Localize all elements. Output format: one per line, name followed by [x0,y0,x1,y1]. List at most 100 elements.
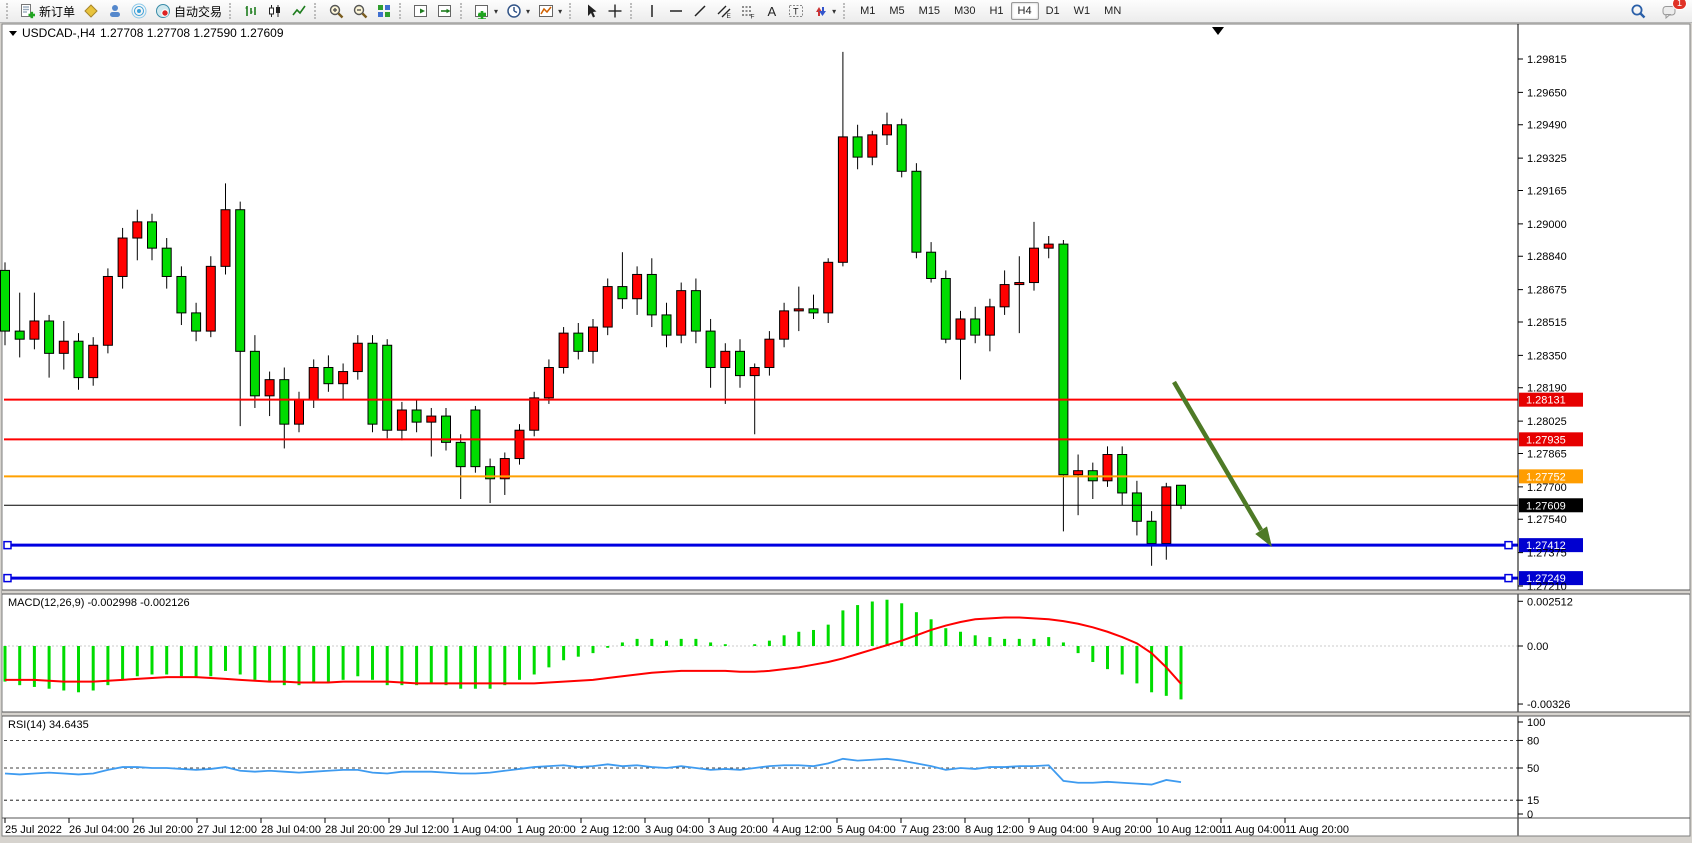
community-icon [107,3,123,19]
templates-button[interactable]: ▾ [534,0,566,22]
svg-text:-0.00326: -0.00326 [1527,699,1570,711]
svg-text:1.29325: 1.29325 [1527,153,1567,165]
community-button[interactable] [103,0,127,22]
svg-text:8 Aug 12:00: 8 Aug 12:00 [965,824,1024,836]
zoom-in-button[interactable] [324,0,348,22]
chart-shift-marker-icon[interactable] [1212,27,1224,35]
svg-text:100: 100 [1527,717,1545,729]
svg-text:25 Jul 2022: 25 Jul 2022 [5,824,62,836]
horizontal-line-button[interactable] [664,0,688,22]
svg-text:9 Aug 04:00: 9 Aug 04:00 [1029,824,1088,836]
svg-text:1.29000: 1.29000 [1527,219,1567,231]
timeframe-m5[interactable]: M5 [889,5,905,17]
auto-scroll-icon [413,3,429,19]
svg-text:26 Jul 04:00: 26 Jul 04:00 [69,824,129,836]
timeframe-d1[interactable]: D1 [1045,5,1060,17]
macd-axis: 0.002512 0.00 -0.00326 [1518,596,1573,711]
svg-text:1.27375: 1.27375 [1527,548,1567,560]
line-chart-button[interactable] [287,0,311,22]
toolbar-grip[interactable] [843,3,850,19]
auto-trade-button[interactable]: 自动交易 [151,0,226,22]
chevron-down-icon: ▾ [494,6,499,16]
svg-text:F: F [751,14,755,20]
timeframe-w1[interactable]: W1 [1073,5,1091,17]
svg-text:15: 15 [1527,795,1539,807]
svg-text:1.27249: 1.27249 [1526,573,1566,585]
timeframe-mn[interactable]: MN [1104,5,1122,17]
bar-chart-icon [243,3,259,19]
svg-text:A: A [768,4,777,19]
toolbar-grip[interactable] [229,3,236,19]
main-toolbar: 新订单 自动交易 ▾ ▾ ▾ E F A T ▾ [0,0,1692,23]
svg-text:1.28515: 1.28515 [1527,317,1567,329]
candlestick-icon [267,3,283,19]
periods-button[interactable]: ▾ [502,0,534,22]
trendline-icon [692,3,708,19]
hline-handle[interactable] [3,540,12,550]
toolbar-grip[interactable] [314,3,321,19]
chevron-down-icon: ▾ [832,6,837,16]
sell-arrow-annotation[interactable] [1172,380,1272,547]
new-order-button[interactable]: 新订单 [16,0,79,22]
timeframe-m15[interactable]: M15 [918,5,941,17]
trendline-button[interactable] [688,0,712,22]
crosshair-icon [607,3,623,19]
gold-button[interactable] [79,0,103,22]
chart-shift-button[interactable] [433,0,457,22]
hline-handle[interactable] [1504,540,1513,550]
fibonacci-icon: F [740,3,756,19]
text-button[interactable]: A [760,0,784,22]
timeframe-m1[interactable]: M1 [860,5,876,17]
hline-handle[interactable] [1504,573,1513,583]
toolbar-grip[interactable] [569,3,576,19]
text-label-button[interactable]: T [784,0,808,22]
candlestick-series [0,51,1186,566]
price-badge: 1.27935 [1519,432,1583,447]
svg-text:80: 80 [1527,735,1539,747]
svg-text:50: 50 [1527,763,1539,775]
symbol-period-label: USDCAD-,H4 [22,26,96,40]
svg-text:1.27865: 1.27865 [1527,448,1567,460]
channel-button[interactable]: E [712,0,736,22]
toolbar-grip[interactable] [6,3,13,19]
toolbar-grip[interactable] [399,3,406,19]
tile-windows-button[interactable] [372,0,396,22]
hline-handle[interactable] [3,573,12,583]
line-chart-icon [291,3,307,19]
chat-button[interactable]: 1 [1658,0,1687,22]
text-icon: A [764,3,780,19]
signal-button[interactable] [127,0,151,22]
cursor-button[interactable] [579,0,603,22]
price-badge: 1.27249 [1519,571,1583,586]
price-badge: 1.28131 [1519,392,1583,407]
arrows-button[interactable]: ▾ [808,0,840,22]
svg-text:11 Aug 20:00: 11 Aug 20:00 [1285,824,1349,836]
zoom-out-button[interactable] [348,0,372,22]
tile-windows-icon [376,3,392,19]
candlestick-button[interactable] [263,0,287,22]
vertical-line-icon [644,3,660,19]
timeframe-h1[interactable]: H1 [989,5,1004,17]
toolbar-grip[interactable] [630,3,637,19]
macd-histogram [3,599,1183,700]
fibonacci-button[interactable]: F [736,0,760,22]
toolbar-grip[interactable] [460,3,467,19]
vertical-line-button[interactable] [640,0,664,22]
price-badge: 1.27609 [1519,498,1583,513]
auto-scroll-button[interactable] [409,0,433,22]
svg-text:1 Aug 04:00: 1 Aug 04:00 [453,824,512,836]
bar-chart-button[interactable] [239,0,263,22]
add-indicator-button[interactable]: ▾ [470,0,502,22]
rsi-line [4,757,1182,786]
svg-text:1.29650: 1.29650 [1527,87,1567,99]
svg-text:1 Aug 20:00: 1 Aug 20:00 [517,824,576,836]
clock-icon [506,3,522,19]
crosshair-button[interactable] [603,0,627,22]
search-button[interactable] [1626,0,1650,22]
svg-text:1.27935: 1.27935 [1526,434,1566,446]
timeframe-h4[interactable]: H4 [1010,2,1039,20]
svg-text:0.002512: 0.002512 [1527,596,1573,608]
new-order-icon [20,3,36,19]
timeframe-m30[interactable]: M30 [954,5,976,17]
